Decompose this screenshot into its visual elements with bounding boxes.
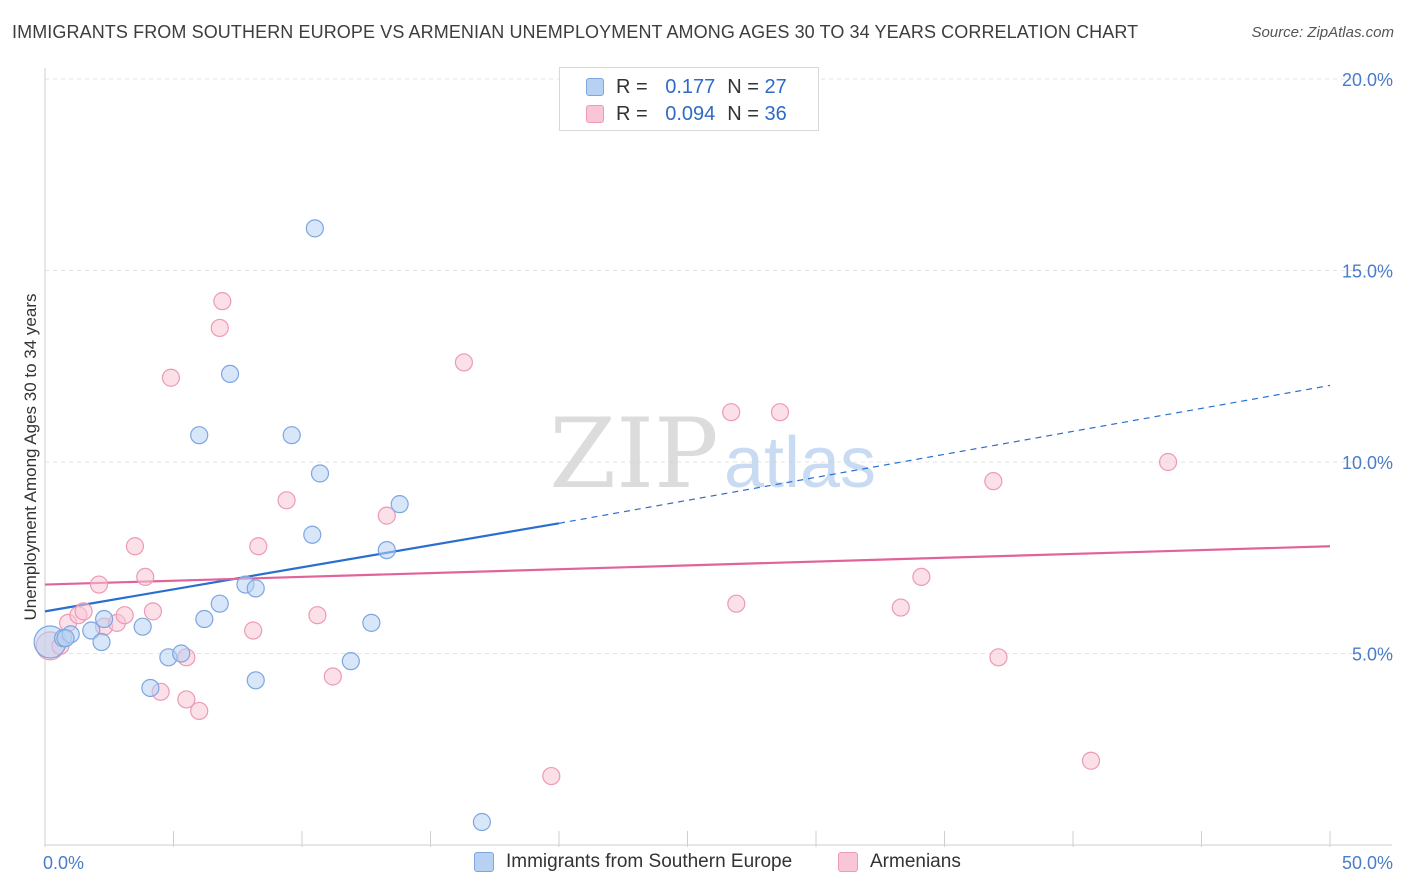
legend-item-label: Immigrants from Southern Europe — [506, 851, 793, 872]
trend-line-immigrants-dashed — [558, 384, 1331, 524]
point-immigrants — [82, 621, 101, 640]
series-legend: Immigrants from Southern Europe Armenian… — [0, 851, 1406, 879]
point-armenians — [912, 567, 931, 587]
point-armenians — [323, 667, 342, 686]
data-points — [33, 219, 1178, 832]
point-armenians — [308, 606, 327, 625]
point-immigrants — [305, 219, 324, 238]
y-axis-label: Unemployment Among Ages 30 to 34 years — [21, 294, 40, 621]
blue-swatch-icon — [586, 78, 604, 96]
point-immigrants — [195, 609, 214, 629]
watermark-zip: ZIP — [549, 398, 718, 510]
point-armenians — [989, 648, 1008, 667]
x-tick-label: 50.0% — [1342, 853, 1393, 873]
point-armenians — [1081, 751, 1101, 770]
trend-line-immigrants — [44, 522, 560, 613]
point-armenians — [210, 318, 229, 338]
trend-lines — [44, 384, 1331, 613]
point-immigrants — [246, 579, 265, 598]
point-immigrants — [341, 652, 360, 671]
legend-item-armenians[interactable]: Armenians — [838, 851, 961, 873]
legend-n-label: N = — [727, 102, 759, 125]
y-tick-label: 10.0% — [1342, 453, 1393, 473]
y-tick-label: 15.0% — [1342, 262, 1393, 282]
point-armenians — [727, 594, 746, 613]
legend-n-value: 27 — [764, 75, 787, 98]
pink-swatch-icon — [838, 852, 858, 872]
x-tick-label: 0.0% — [43, 853, 84, 873]
point-armenians — [277, 491, 296, 510]
legend-r-value: 0.177 — [665, 75, 716, 98]
point-armenians — [377, 506, 396, 525]
point-armenians — [984, 472, 1003, 491]
point-immigrants — [310, 464, 330, 483]
point-armenians — [249, 537, 268, 556]
gridlines — [45, 78, 1392, 654]
source-label: Source: ZipAtlas.com — [1251, 24, 1394, 41]
point-armenians — [891, 598, 910, 617]
legend-r-value: 0.094 — [665, 102, 716, 125]
legend-row-armenians: R = 0.094 N = 36 — [586, 101, 787, 127]
y-tick-label: 5.0% — [1352, 645, 1393, 665]
point-armenians — [244, 621, 263, 640]
legend-item-immigrants[interactable]: Immigrants from Southern Europe — [474, 851, 792, 873]
point-armenians — [177, 690, 196, 709]
point-armenians — [722, 403, 741, 422]
blue-swatch-icon — [474, 852, 494, 872]
point-immigrants — [472, 812, 491, 832]
point-armenians — [74, 602, 93, 621]
stats-legend: R = 0.177 N = 27 R = 0.094 N = 36 — [559, 67, 819, 131]
point-immigrants — [141, 678, 160, 698]
point-armenians — [136, 567, 155, 587]
y-tick-label: 20.0% — [1342, 70, 1393, 90]
point-immigrants — [92, 632, 111, 652]
point-immigrants — [190, 426, 209, 445]
legend-n-label: N = — [727, 75, 759, 98]
point-armenians — [125, 537, 145, 556]
point-armenians — [115, 606, 134, 625]
point-immigrants — [282, 426, 301, 445]
legend-row-immigrants: R = 0.177 N = 27 — [586, 74, 787, 100]
pink-swatch-icon — [586, 105, 604, 123]
legend-r-label: R = — [616, 102, 648, 125]
point-immigrants — [390, 495, 409, 514]
tick-labels: 5.0% 10.0% 15.0% 20.0% 0.0% 50.0% — [43, 70, 1393, 873]
trend-line-armenians — [44, 545, 1331, 586]
point-immigrants — [210, 594, 229, 613]
point-armenians — [89, 575, 109, 594]
point-armenians — [213, 292, 232, 311]
point-armenians — [542, 766, 561, 786]
legend-n-value: 36 — [764, 102, 787, 125]
chart-title: IMMIGRANTS FROM SOUTHERN EUROPE VS ARMEN… — [12, 22, 1139, 42]
point-armenians — [1158, 452, 1178, 472]
point-armenians — [770, 403, 790, 422]
point-immigrants — [56, 629, 75, 648]
axes — [44, 68, 1392, 847]
legend-item-label: Armenians — [870, 851, 961, 872]
legend-r-label: R = — [616, 75, 648, 98]
point-immigrants — [133, 617, 152, 636]
point-armenians — [161, 368, 181, 387]
point-immigrants — [362, 613, 381, 632]
point-immigrants — [303, 525, 322, 544]
point-armenians — [143, 602, 163, 621]
point-immigrants — [95, 609, 114, 629]
point-immigrants — [246, 671, 265, 690]
point-immigrants — [220, 364, 240, 384]
point-armenians — [190, 701, 209, 721]
watermark-atlas: atlas — [724, 423, 876, 503]
point-immigrants — [377, 540, 396, 560]
point-immigrants — [172, 644, 191, 663]
point-armenians — [454, 353, 474, 372]
